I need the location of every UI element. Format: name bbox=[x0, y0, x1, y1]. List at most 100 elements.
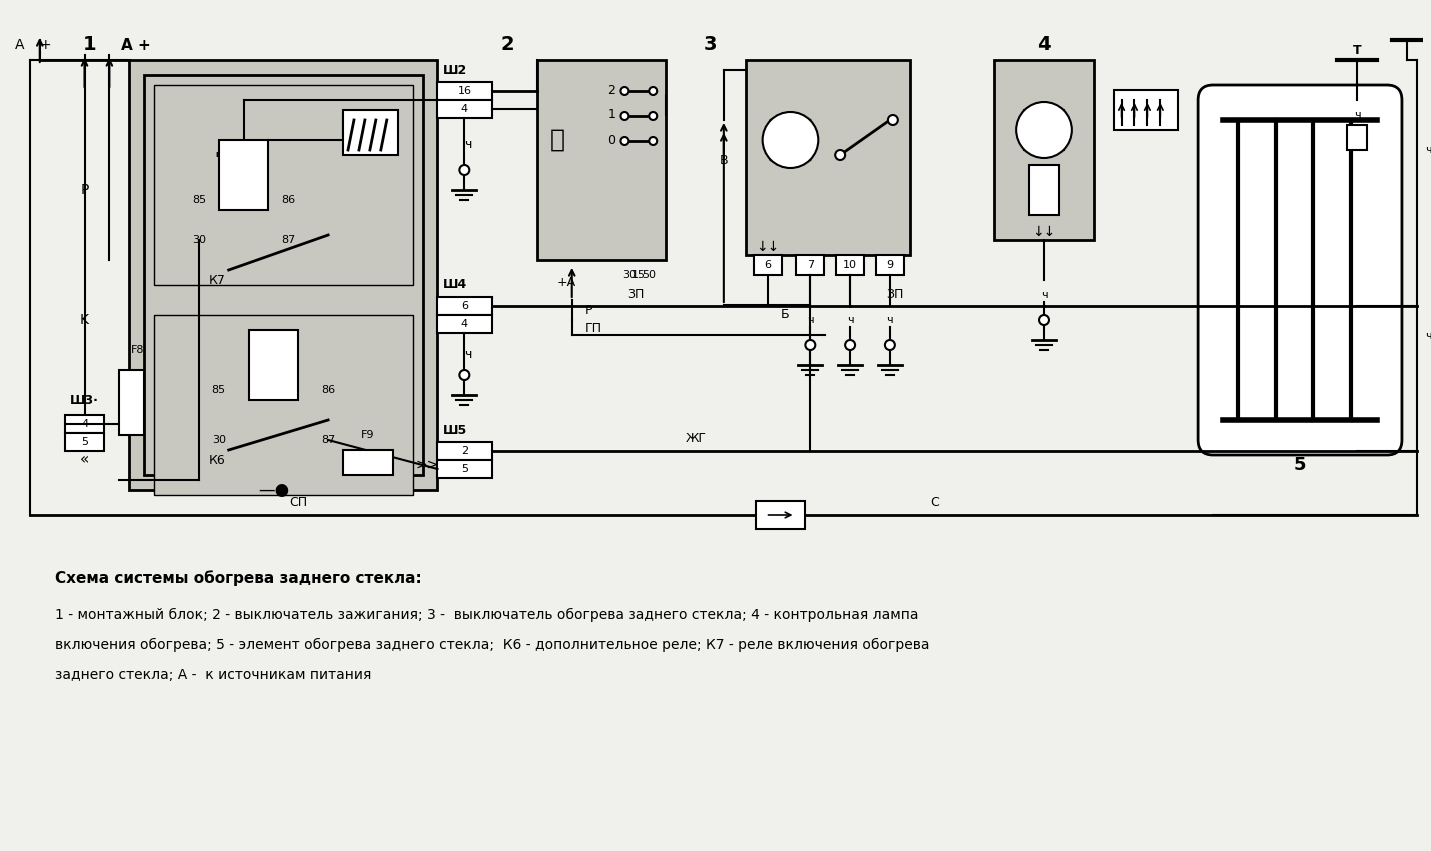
Text: Схема системы обогрева заднего стекла:: Схема системы обогрева заднего стекла: bbox=[54, 570, 422, 585]
Text: ч: ч bbox=[1040, 290, 1047, 300]
Bar bbox=[438, 460, 492, 478]
Text: 1: 1 bbox=[608, 108, 615, 122]
Circle shape bbox=[621, 137, 628, 145]
Text: 86: 86 bbox=[282, 195, 295, 205]
Text: 87: 87 bbox=[321, 435, 335, 445]
Text: 0: 0 bbox=[608, 134, 615, 146]
Bar bbox=[756, 501, 806, 529]
Bar bbox=[438, 82, 492, 100]
Text: 1: 1 bbox=[83, 36, 96, 54]
Text: СП: СП bbox=[289, 496, 308, 510]
Text: заднего стекла; А -  к источникам питания: заднего стекла; А - к источникам питания bbox=[54, 668, 371, 682]
Text: 30: 30 bbox=[192, 235, 206, 245]
Text: ч: ч bbox=[807, 315, 814, 325]
Text: Ш2: Ш2 bbox=[442, 64, 467, 77]
Bar bbox=[1029, 165, 1059, 215]
Text: К6: К6 bbox=[209, 454, 226, 466]
Text: 5: 5 bbox=[82, 437, 89, 447]
Text: 1 - монтажный блок; 2 - выключатель зажигания; 3 -  выключатель обогрева заднего: 1 - монтажный блок; 2 - выключатель зажи… bbox=[54, 608, 919, 622]
Text: F9: F9 bbox=[361, 430, 375, 440]
Text: 85: 85 bbox=[192, 195, 206, 205]
Circle shape bbox=[650, 112, 657, 120]
Text: ЗП: ЗП bbox=[886, 288, 903, 300]
Text: ч: ч bbox=[464, 139, 471, 151]
Text: Ш5: Ш5 bbox=[442, 424, 467, 437]
Bar bbox=[155, 85, 412, 285]
Bar bbox=[876, 255, 904, 275]
Text: ч: ч bbox=[847, 315, 853, 325]
Circle shape bbox=[884, 340, 894, 350]
Text: ЖГ: ЖГ bbox=[685, 432, 707, 446]
Bar bbox=[64, 415, 104, 433]
Text: 87: 87 bbox=[282, 235, 295, 245]
Circle shape bbox=[836, 150, 846, 160]
Text: 50: 50 bbox=[643, 270, 657, 280]
Text: 🔑: 🔑 bbox=[550, 128, 564, 152]
Text: >>: >> bbox=[416, 458, 439, 472]
Circle shape bbox=[887, 115, 897, 125]
Text: Ш3·: Ш3· bbox=[70, 393, 99, 407]
Bar bbox=[249, 330, 298, 400]
Circle shape bbox=[1039, 315, 1049, 325]
Text: С: С bbox=[930, 496, 939, 510]
Bar bbox=[64, 433, 104, 451]
Text: B: B bbox=[720, 153, 728, 167]
Text: 3: 3 bbox=[704, 36, 718, 54]
Bar bbox=[995, 60, 1093, 240]
Text: 6: 6 bbox=[461, 301, 468, 311]
Bar bbox=[438, 315, 492, 333]
Text: T: T bbox=[1352, 43, 1361, 56]
Text: 4: 4 bbox=[82, 419, 89, 429]
Text: A +: A + bbox=[122, 37, 152, 53]
Text: ГП: ГП bbox=[585, 322, 601, 334]
Text: +: + bbox=[40, 38, 52, 52]
Text: ↓↓: ↓↓ bbox=[756, 240, 780, 254]
Bar bbox=[219, 140, 269, 210]
Text: ч: ч bbox=[464, 349, 471, 362]
Text: 5: 5 bbox=[461, 464, 468, 474]
Text: 85: 85 bbox=[212, 385, 226, 395]
Bar bbox=[746, 60, 910, 255]
Text: 30: 30 bbox=[622, 270, 637, 280]
Text: включения обогрева; 5 - элемент обогрева заднего стекла;  К6 - дополнительное ре: включения обогрева; 5 - элемент обогрева… bbox=[54, 638, 929, 652]
Bar bbox=[797, 255, 824, 275]
Text: 2: 2 bbox=[461, 446, 468, 456]
Text: 10: 10 bbox=[843, 260, 857, 270]
Text: P: P bbox=[80, 183, 89, 197]
Bar bbox=[1113, 90, 1178, 130]
Text: ': ' bbox=[215, 151, 219, 169]
Bar bbox=[343, 110, 398, 155]
Text: ЗП: ЗП bbox=[628, 288, 645, 300]
Bar bbox=[754, 255, 781, 275]
Text: Ш4: Ш4 bbox=[442, 278, 467, 292]
Text: 6: 6 bbox=[764, 260, 771, 270]
Text: P: P bbox=[585, 304, 592, 317]
Bar bbox=[145, 75, 422, 475]
Text: 15: 15 bbox=[633, 270, 647, 280]
Circle shape bbox=[650, 137, 657, 145]
Circle shape bbox=[621, 87, 628, 95]
Bar bbox=[119, 370, 145, 435]
Bar bbox=[438, 297, 492, 315]
Text: ч: ч bbox=[887, 315, 893, 325]
Bar bbox=[343, 450, 392, 475]
Circle shape bbox=[459, 165, 469, 175]
Circle shape bbox=[806, 340, 816, 350]
Text: ч: ч bbox=[1354, 110, 1361, 120]
Text: 2: 2 bbox=[608, 83, 615, 96]
Text: Б: Б bbox=[781, 309, 790, 322]
Text: 86: 86 bbox=[321, 385, 335, 395]
Bar bbox=[438, 442, 492, 460]
Text: ↓↓: ↓↓ bbox=[1032, 225, 1056, 239]
Text: «: « bbox=[80, 453, 89, 467]
Text: 9: 9 bbox=[886, 260, 893, 270]
Text: A: A bbox=[16, 38, 24, 52]
Circle shape bbox=[846, 340, 856, 350]
Circle shape bbox=[763, 112, 819, 168]
FancyBboxPatch shape bbox=[1198, 85, 1402, 455]
Circle shape bbox=[1016, 102, 1072, 158]
Bar bbox=[438, 100, 492, 118]
Circle shape bbox=[650, 87, 657, 95]
Text: 2: 2 bbox=[501, 36, 514, 54]
Bar bbox=[836, 255, 864, 275]
